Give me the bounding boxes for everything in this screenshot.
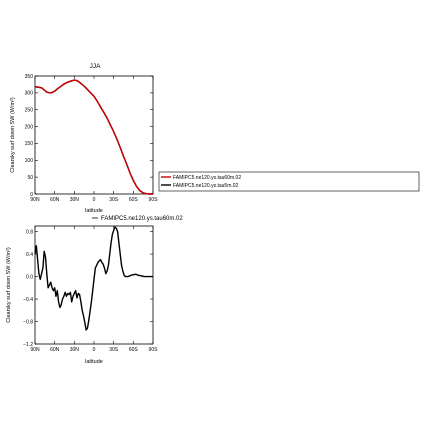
- x-tick-label: 90N: [30, 197, 40, 203]
- x-tick-label: 60N: [50, 197, 60, 203]
- y-tick-label: 50: [27, 175, 33, 181]
- top-y-ticks: 0 50 100 150 200 250 300 350: [25, 74, 153, 198]
- y-tick-label: 100: [25, 158, 34, 164]
- bottom-y-label: Clearsky surf down SW (W/m²): [6, 247, 12, 323]
- bottom-legend: FAMIPC5.ne120.ys.tau60m.02: [92, 216, 183, 222]
- legend-box: [158, 171, 420, 192]
- legend-entry-2: FAMIPC5.ne120.ys.tau5m.02: [173, 183, 239, 189]
- bottom-x-ticks: 90N 60N 30N 0 30S 60S 90S: [30, 226, 158, 353]
- bottom-y-ticks: −1.2 −0.8 −0.4 0.0 0.4 0.8: [23, 229, 153, 348]
- y-tick-label: 200: [25, 124, 34, 130]
- x-tick-label: 0: [93, 197, 96, 203]
- bottom-x-label: latitude: [85, 359, 103, 365]
- x-tick-label: 30N: [70, 347, 80, 353]
- top-panel: JJA 0 50 100 150 200 250 300 350 90N 60N 30N 0 30S 6…: [10, 63, 158, 214]
- y-tick-label: 0: [30, 192, 33, 198]
- series-line: [34, 226, 153, 331]
- top-title: JJA: [90, 63, 102, 70]
- y-tick-label: −0.4: [23, 297, 33, 303]
- top-x-ticks: 90N 60N 30N 0 30S 60S 90S: [30, 76, 158, 203]
- y-tick-label: 0.4: [26, 252, 33, 258]
- y-tick-label: 0.8: [26, 229, 33, 235]
- y-tick-label: −0.8: [23, 319, 33, 325]
- top-plot-frame: [34, 75, 154, 195]
- bottom-legend-entry: FAMIPC5.ne120.ys.tau60m.02: [101, 216, 183, 222]
- y-tick-label: 150: [25, 141, 34, 147]
- x-tick-label: 30N: [70, 197, 80, 203]
- series-line: [34, 79, 153, 195]
- y-tick-label: 250: [25, 108, 34, 114]
- legend-entry-1: FAMIPC5.ne120.ys.tau60m.02: [173, 175, 241, 181]
- x-tick-label: 0: [93, 347, 96, 353]
- x-tick-label: 90N: [30, 347, 40, 353]
- y-tick-label: −1.2: [23, 342, 33, 348]
- bottom-panel: −1.2−0.8−0.40.00.40.8 90N 60N 30N 0 30S 60S 90…: [6, 225, 158, 365]
- x-tick-label: 30S: [109, 197, 119, 203]
- x-tick-label: 30S: [109, 347, 119, 353]
- x-tick-label: 90S: [149, 347, 159, 353]
- x-tick-label: 90S: [149, 197, 159, 203]
- y-tick-label: 0.0: [26, 274, 33, 280]
- top-legend: FAMIPC5.ne120.ys.tau60m.02 FAMIPC5.ne120…: [158, 171, 420, 192]
- x-tick-label: 60N: [50, 347, 60, 353]
- top-y-label: Clearsky surf down SW (W/m²): [10, 97, 16, 173]
- top-series: [34, 79, 153, 195]
- x-tick-label: 60S: [129, 347, 139, 353]
- y-tick-label: 350: [25, 74, 34, 80]
- bottom-series: [34, 226, 153, 331]
- top-x-label: latitude: [85, 208, 103, 214]
- y-tick-label: 300: [25, 91, 34, 97]
- x-tick-label: 60S: [129, 197, 139, 203]
